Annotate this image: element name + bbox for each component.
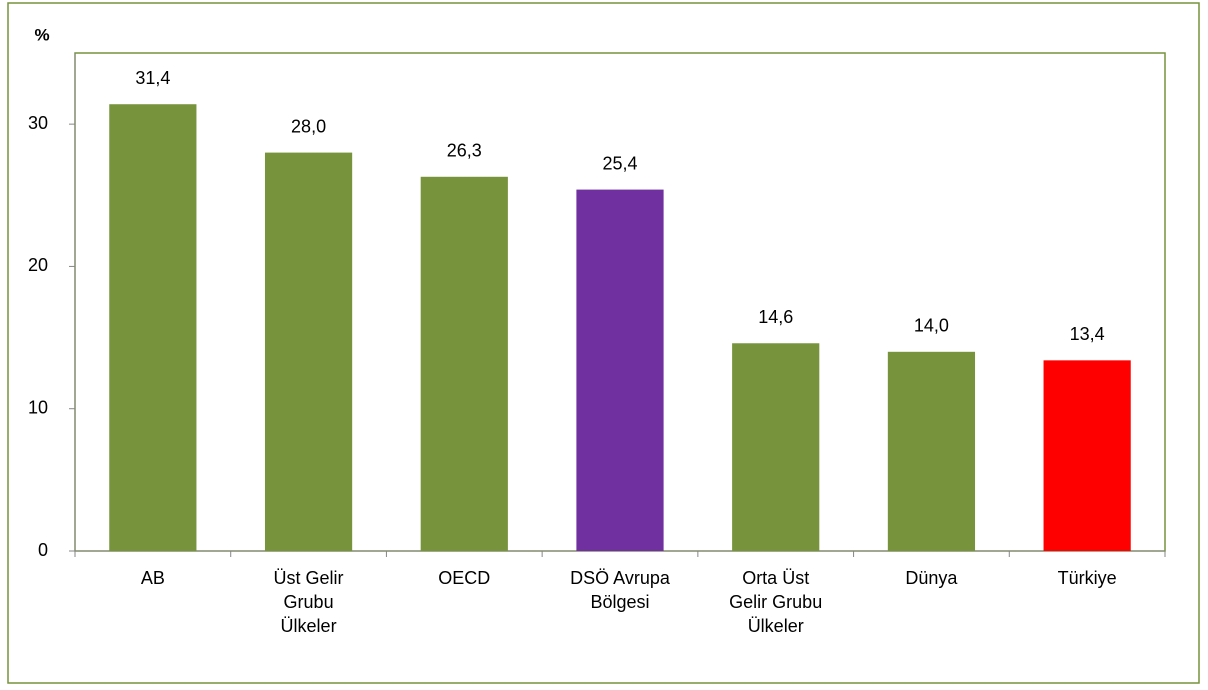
y-tick-label: 20	[28, 255, 48, 275]
bar	[887, 351, 976, 551]
y-tick-label: 0	[38, 540, 48, 560]
bar	[420, 176, 508, 551]
value-label: 28,0	[291, 116, 326, 136]
x-tick-label: AB	[140, 568, 165, 588]
x-tick-label: Türkiye	[1057, 568, 1117, 588]
value-label: 26,3	[447, 141, 482, 161]
bar	[1043, 360, 1131, 551]
x-tick-label: Üst Gelir Grubu Ülkeler	[273, 568, 344, 636]
bar	[576, 189, 664, 551]
bar	[109, 104, 197, 552]
y-tick-label: 10	[28, 397, 48, 417]
value-label: 31,4	[135, 68, 170, 88]
x-tick-label: DSÖ Avrupa Bölgesi	[570, 568, 670, 612]
x-tick-label: Orta Üst Gelir Grubu Ülkeler	[729, 568, 823, 636]
y-axis-label: %	[34, 25, 49, 44]
chart-border	[7, 2, 1200, 684]
x-tick-label: OECD	[438, 568, 491, 588]
x-tick-label: Dünya	[905, 568, 958, 588]
bar	[264, 152, 353, 551]
value-label: 14,6	[758, 307, 793, 327]
value-label: 13,4	[1070, 324, 1105, 344]
bar	[732, 343, 820, 551]
value-label: 14,0	[914, 316, 949, 336]
y-tick-label: 30	[28, 113, 48, 133]
value-label: 25,4	[602, 153, 637, 173]
